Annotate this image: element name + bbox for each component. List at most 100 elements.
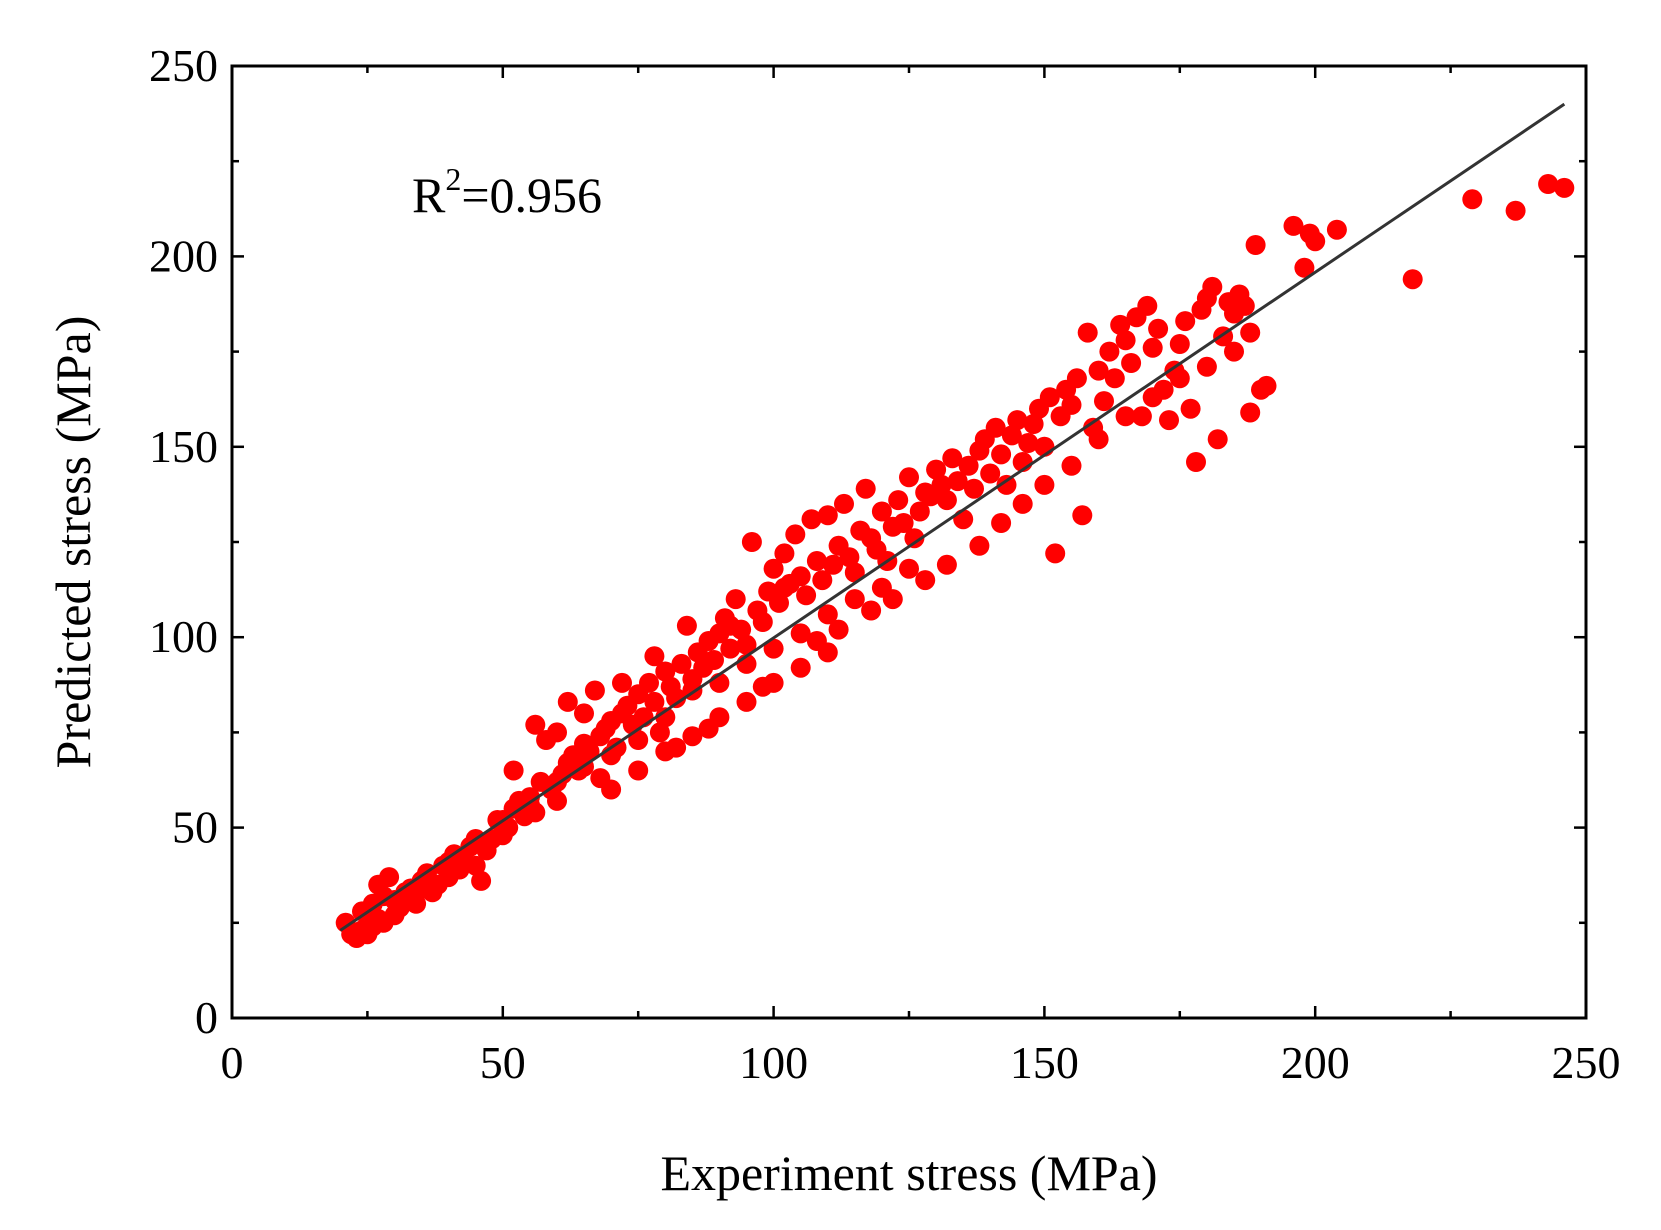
data-point-217 <box>525 714 546 735</box>
data-point-214 <box>790 657 811 678</box>
data-point-208 <box>628 760 649 781</box>
data-point-172 <box>1245 235 1266 255</box>
data-point-67 <box>676 615 697 636</box>
data-point-110 <box>909 501 930 522</box>
data-point-66 <box>671 653 692 674</box>
data-point-123 <box>980 463 1001 484</box>
data-point-94 <box>823 554 844 575</box>
r-squared-base: R <box>412 167 446 223</box>
data-point-181 <box>1462 189 1483 210</box>
data-point-223 <box>698 718 719 739</box>
data-point-60 <box>639 672 659 693</box>
data-point-161 <box>1186 452 1206 472</box>
data-point-216 <box>503 760 524 781</box>
data-point-241 <box>1169 368 1190 389</box>
data-point-100 <box>855 478 876 499</box>
data-point-224 <box>720 615 741 636</box>
data-point-28 <box>465 855 486 876</box>
data-point-229 <box>861 600 882 621</box>
data-point-234 <box>991 513 1012 533</box>
data-point-62 <box>649 722 670 743</box>
data-point-116 <box>942 448 963 469</box>
data-point-154 <box>1148 318 1169 339</box>
data-point-103 <box>871 501 892 522</box>
data-point-17 <box>406 893 427 914</box>
data-point-159 <box>1175 311 1196 332</box>
data-point-182 <box>1505 200 1526 221</box>
y-tick-label: 250 <box>149 40 218 91</box>
data-point-237 <box>1061 455 1082 476</box>
data-point-195 <box>655 707 676 728</box>
data-point-204 <box>899 558 919 579</box>
data-point-176 <box>1294 257 1315 278</box>
data-point-220 <box>612 672 632 693</box>
r-squared-annotation: R2=0.956 <box>412 161 602 223</box>
data-point-89 <box>796 585 817 606</box>
data-point-115 <box>936 490 957 511</box>
data-point-83 <box>763 558 784 579</box>
data-point-109 <box>904 528 925 549</box>
data-point-146 <box>1104 368 1125 389</box>
data-point-206 <box>574 703 594 724</box>
data-point-240 <box>1142 387 1163 408</box>
data-point-81 <box>752 612 773 632</box>
data-point-158 <box>1169 334 1190 354</box>
data-point-194 <box>628 730 649 750</box>
y-axis-title: Predicted stress (MPa) <box>45 316 101 769</box>
data-point-202 <box>844 589 865 610</box>
data-point-238 <box>1088 429 1109 450</box>
data-point-160 <box>1180 398 1201 419</box>
data-point-199 <box>763 638 784 659</box>
y-tick-label: 150 <box>149 421 218 472</box>
data-point-93 <box>817 505 838 526</box>
data-point-141 <box>1077 322 1098 343</box>
data-point-76 <box>725 589 746 610</box>
data-point-235 <box>1012 493 1033 514</box>
data-point-244 <box>1240 322 1261 343</box>
x-tick-label: 100 <box>739 1037 808 1088</box>
data-point-87 <box>785 524 806 545</box>
data-point-218 <box>557 691 578 712</box>
data-point-226 <box>774 577 795 598</box>
data-point-92 <box>812 570 833 591</box>
data-point-128 <box>1007 410 1028 431</box>
data-point-152 <box>1137 295 1158 316</box>
data-point-170 <box>1234 295 1255 316</box>
data-point-120 <box>964 478 984 499</box>
data-point-219 <box>590 768 611 789</box>
data-point-130 <box>1018 433 1039 453</box>
data-point-90 <box>801 509 822 530</box>
data-point-75 <box>720 638 741 659</box>
data-point-143 <box>1088 360 1109 381</box>
data-point-107 <box>893 513 914 533</box>
data-point-117 <box>947 471 968 492</box>
data-point-205 <box>547 722 567 743</box>
data-point-65 <box>666 688 687 709</box>
data-point-78 <box>736 634 757 655</box>
data-point-222 <box>666 737 687 758</box>
data-point-175 <box>1283 215 1304 236</box>
ticks-layer <box>230 64 1588 1020</box>
data-point-131 <box>1023 414 1044 434</box>
fit-line <box>339 102 1566 932</box>
data-point-91 <box>806 551 827 571</box>
data-point-85 <box>774 543 795 564</box>
data-point-187 <box>438 851 459 872</box>
data-point-165 <box>1207 429 1228 450</box>
data-point-210 <box>682 726 703 747</box>
data-point-124 <box>985 417 1006 438</box>
data-point-231 <box>915 570 936 591</box>
data-point-180 <box>1402 269 1423 290</box>
data-point-151 <box>1131 406 1152 427</box>
x-tick-label: 0 <box>221 1037 244 1088</box>
y-tick-label: 200 <box>149 230 218 281</box>
data-point-174 <box>1256 375 1277 396</box>
x-tick-label: 50 <box>480 1037 526 1088</box>
x-tick-label: 150 <box>1010 1037 1079 1088</box>
data-point-228 <box>828 619 849 640</box>
data-point-139 <box>1066 368 1087 389</box>
r-squared-value: =0.956 <box>461 167 602 223</box>
data-point-114 <box>931 474 952 495</box>
data-point-225 <box>752 676 773 697</box>
